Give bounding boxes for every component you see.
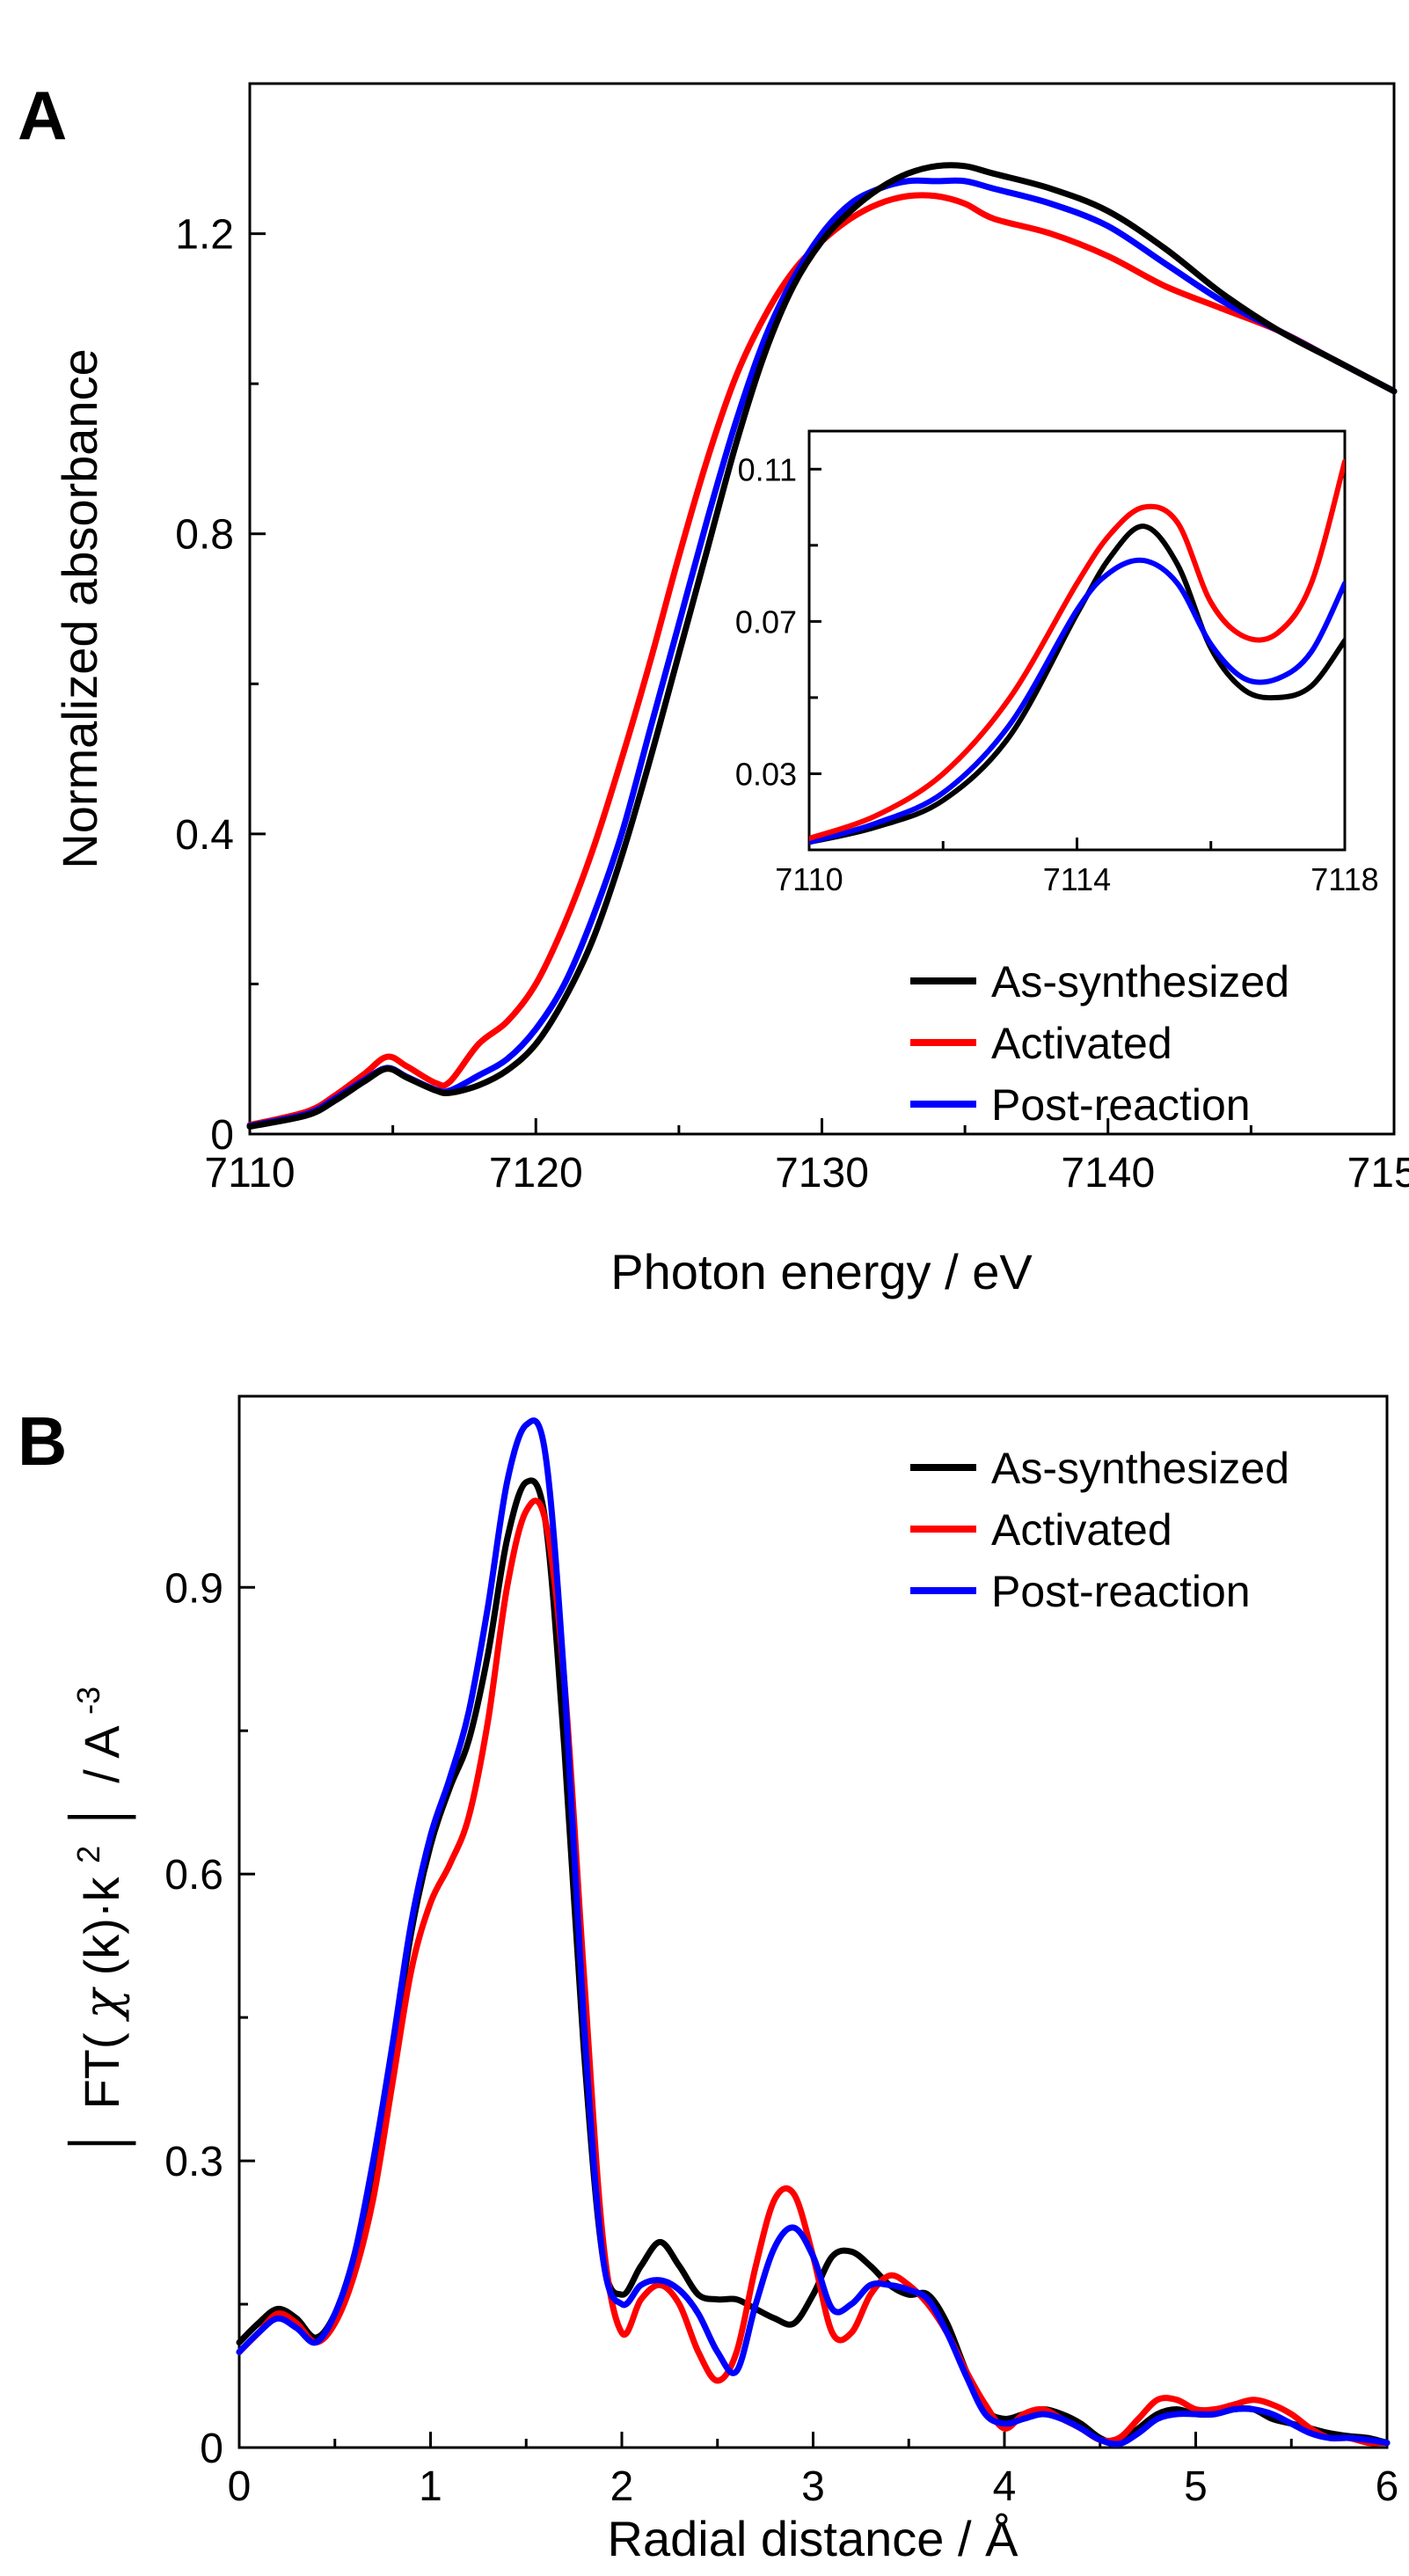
panel-a-y-tick-label: 1.2: [175, 212, 234, 259]
panel-a-x-axis-title: Photon energy / eV: [610, 1244, 1033, 1299]
inset-line-post-reaction: [809, 557, 1345, 845]
panel-b-y-tick-label: 0.9: [164, 1565, 223, 1612]
legend-b-label-activated: Activated: [991, 1505, 1172, 1555]
panel-a-inset: 7110 7114 7118 0.03 0.07 0.11: [735, 429, 1379, 897]
inset-x-ticks: 7110 7114 7118: [775, 838, 1379, 897]
inset-x-tick-label: 7118: [1310, 861, 1378, 897]
panel-a-y-axis-title: Normalized absorbance: [52, 348, 107, 868]
legend-b-label-as-synthesized: As-synthesized: [991, 1444, 1289, 1493]
y-title-mid: (k)·k: [74, 1876, 129, 1975]
inset-x-tick-label: 7110: [775, 861, 843, 897]
panel-b-series: [236, 1417, 1391, 2448]
panel-b-x-tick-label: 4: [993, 2463, 1017, 2510]
legend-b-label-post-reaction: Post-reaction: [991, 1567, 1251, 1616]
inset-y-tick-label: 0.11: [738, 451, 797, 487]
y-title-chi: χ: [74, 1987, 131, 2023]
panel-b-y-tick-label: 0: [200, 2426, 223, 2472]
panel-a-x-tick-label: 7120: [489, 1150, 583, 1197]
inset-line-activated: [809, 458, 1345, 841]
legend-a-label-post-reaction: Post-reaction: [991, 1080, 1251, 1130]
panel-a-y-tick-label: 0.4: [175, 812, 234, 859]
panel-b: B 0 1 2 3 4 5 6 0 0.3 0.6 0.9 Radial distance / Å…: [18, 1394, 1399, 2566]
panel-b-legend: As-synthesized Activated Post-reaction: [910, 1444, 1289, 1616]
inset-y-tick-label: 0.07: [735, 604, 797, 640]
panel-a-y-tick-label: 0: [210, 1112, 234, 1159]
inset-y-tick-label: 0.03: [735, 756, 797, 792]
panel-b-x-axis-title: Radial distance / Å: [608, 2511, 1019, 2566]
panel-b-line-activated: [236, 1497, 1391, 2447]
panel-a-line-activated: [246, 192, 1398, 1129]
panel-a-series: [246, 162, 1398, 1130]
inset-series: [809, 458, 1345, 845]
panel-a-y-tick-label: 0.8: [175, 512, 234, 559]
y-title-post: / A: [74, 1725, 129, 1783]
panel-a-x-tick-label: 7110: [204, 1150, 295, 1197]
inset-y-ticks: 0.03 0.07 0.11: [735, 451, 821, 792]
panel-b-line-post-reaction: [236, 1417, 1391, 2448]
panel-a-legend: As-synthesized Activated Post-reaction: [910, 957, 1289, 1130]
panel-b-x-tick-label: 6: [1376, 2463, 1399, 2510]
abs-bar-right: │: [67, 1797, 136, 1832]
panel-a-y-ticks: 0 0.4 0.8 1.2: [175, 212, 266, 1159]
panel-b-y-tick-label: 0.6: [164, 1852, 223, 1899]
panel-b-x-ticks: 0 1 2 3 4 5 6: [228, 2432, 1399, 2510]
panel-a-label: A: [18, 77, 67, 154]
inset-line-as-synthesized: [809, 523, 1345, 845]
panel-b-y-axis-title: │ FT( χ (k)·k 2 │ / A -3: [55, 1687, 136, 2158]
legend-a-label-as-synthesized: As-synthesized: [991, 957, 1289, 1006]
panel-b-x-tick-label: 1: [419, 2463, 442, 2510]
legend-a-label-activated: Activated: [991, 1019, 1172, 1068]
panel-b-y-tick-label: 0.3: [164, 2139, 223, 2185]
panel-a-x-tick-label: 7140: [1061, 1150, 1155, 1197]
panel-b-x-tick-label: 5: [1184, 2463, 1208, 2510]
y-title-sup2: -3: [70, 1687, 106, 1715]
inset-x-tick-label: 7114: [1043, 861, 1111, 897]
panel-b-x-tick-label: 3: [801, 2463, 825, 2510]
svg-text:│ FT( χ: │ FT( χ (k)·k 2 │ / A -3: [55, 1687, 136, 2158]
panel-b-y-ticks: 0 0.3 0.6 0.9: [164, 1565, 255, 2472]
panel-a-x-tick-label: 7130: [775, 1150, 869, 1197]
panel-b-x-tick-label: 0: [228, 2463, 252, 2510]
panel-a-line-as-synthesized: [246, 162, 1398, 1130]
panel-b-x-tick-label: 2: [610, 2463, 634, 2510]
panel-b-label: B: [18, 1402, 67, 1480]
y-title-sup1: 2: [70, 1846, 106, 1863]
abs-bar-left: │: [67, 2123, 136, 2158]
y-title-pre: FT(: [74, 2032, 129, 2109]
